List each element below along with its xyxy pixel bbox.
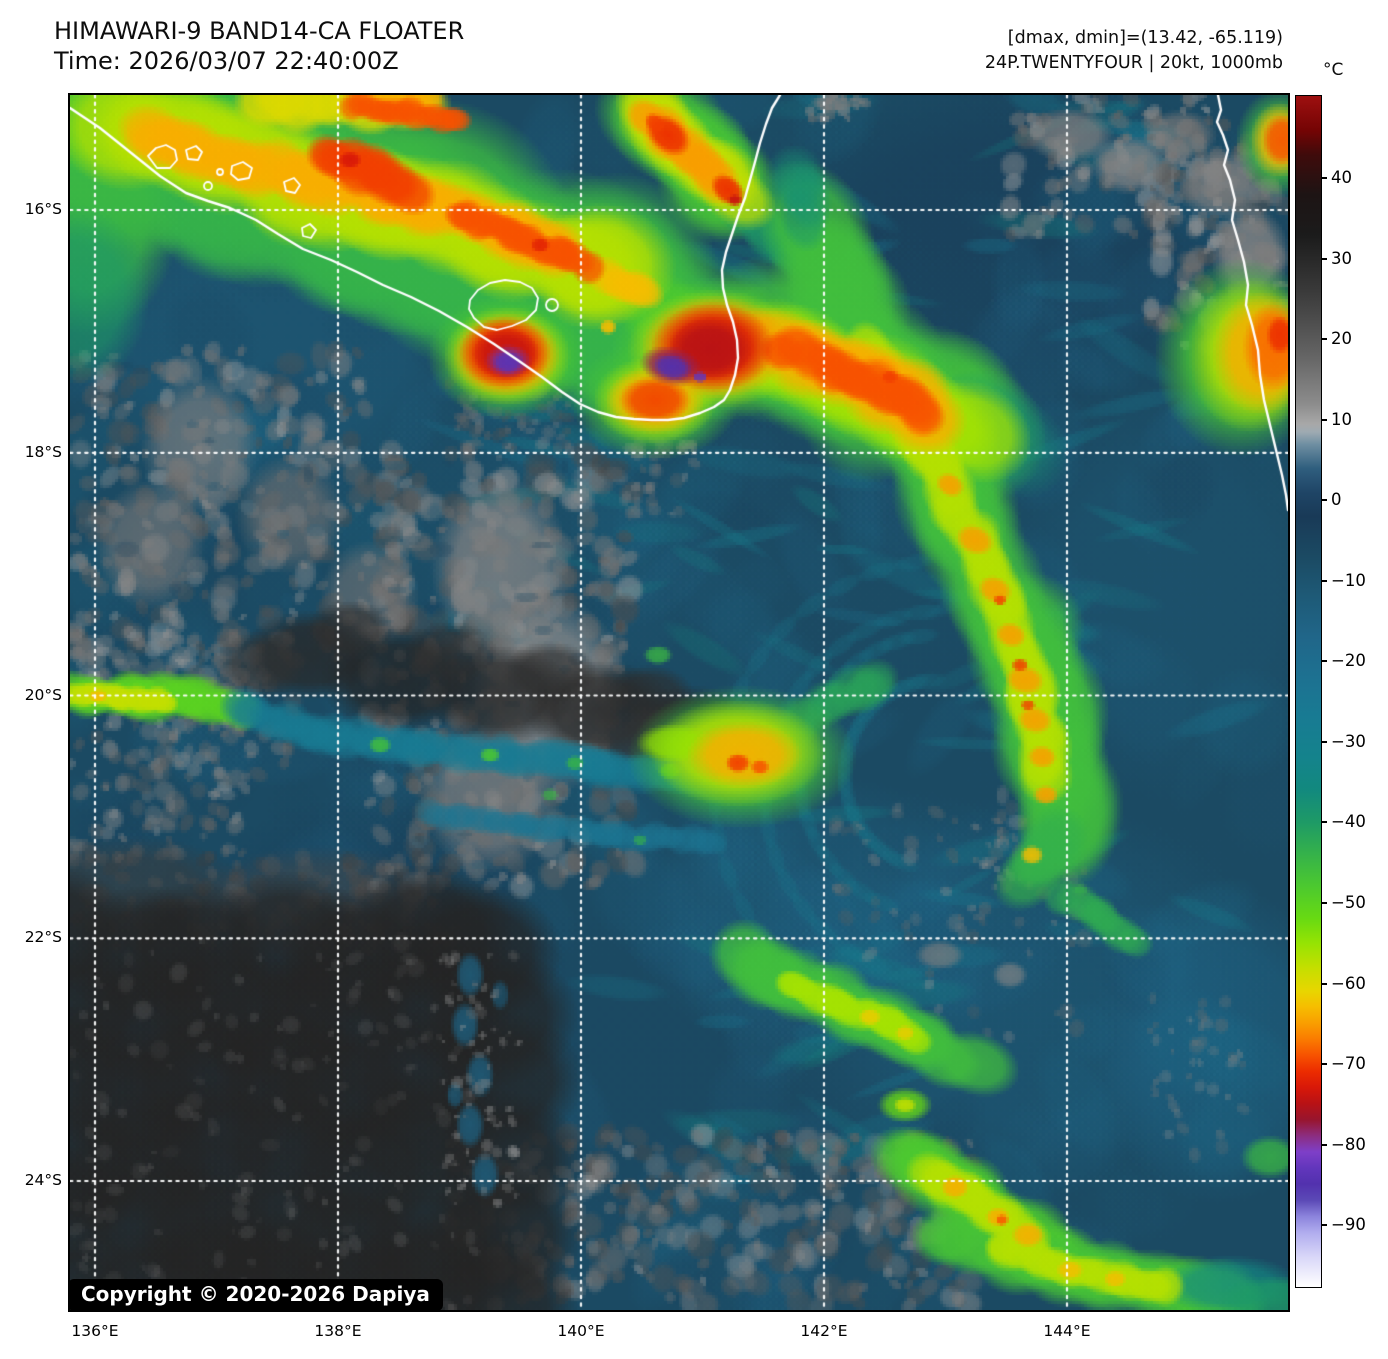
- colorbar-tick-label: 40: [1331, 167, 1352, 187]
- colorbar-tick-label: 20: [1331, 329, 1352, 349]
- dmax-dmin-annotation: [dmax, dmin]=(13.42, -65.119): [1007, 28, 1283, 48]
- colorbar-tick-mark: [1322, 821, 1327, 824]
- colorbar-tick-mark: [1322, 176, 1327, 179]
- colorbar-tick-label: 0: [1331, 490, 1342, 510]
- colorbar-tick-mark: [1322, 338, 1327, 341]
- lon-axis-label: 142°E: [800, 1322, 848, 1340]
- lat-axis-label: 22°S: [24, 928, 62, 947]
- lat-axis-label: 24°S: [24, 1171, 62, 1189]
- colorbar-tick-mark: [1322, 499, 1327, 502]
- colorbar-tick-mark: [1322, 1143, 1327, 1146]
- colorbar-tick-label: −60: [1331, 973, 1366, 993]
- colorbar-tick-mark: [1322, 740, 1327, 743]
- satellite-imagery-canvas: [70, 95, 1288, 1310]
- colorbar-tick-label: −70: [1331, 1054, 1366, 1074]
- colorbar-tick-mark: [1322, 982, 1327, 985]
- lon-axis-label: 140°E: [557, 1322, 605, 1340]
- lat-axis-label: 16°S: [24, 200, 62, 218]
- title-block: HIMAWARI-9 BAND14-CA FLOATER Time: 2026/0…: [54, 16, 464, 76]
- page-title: HIMAWARI-9 BAND14-CA FLOATER: [54, 17, 465, 45]
- lon-axis-label: 138°E: [314, 1322, 362, 1340]
- colorbar-tick-label: −90: [1331, 1215, 1366, 1235]
- colorbar-unit-label: °C: [1323, 60, 1344, 80]
- timestamp: Time: 2026/03/07 22:40:00Z: [54, 47, 399, 75]
- colorbar-tick-label: −50: [1331, 892, 1366, 912]
- annotation-block: [dmax, dmin]=(13.42, -65.119) 24P.TWENTYF…: [985, 26, 1283, 76]
- lon-axis-label: 144°E: [1043, 1322, 1091, 1340]
- colorbar-tick-mark: [1322, 1063, 1327, 1066]
- colorbar-tick-mark: [1322, 418, 1327, 421]
- lon-axis-label: 136°E: [71, 1322, 119, 1340]
- colorbar-tick-label: −20: [1331, 651, 1366, 671]
- colorbar-tick-mark: [1322, 901, 1327, 904]
- storm-id-annotation: 24P.TWENTYFOUR | 20kt, 1000mb: [984, 53, 1283, 73]
- colorbar-tick-mark: [1322, 579, 1327, 582]
- colorbar-tick-label: 30: [1331, 248, 1352, 268]
- colorbar-tick-mark: [1322, 1224, 1327, 1227]
- colorbar: [1295, 95, 1322, 1288]
- colorbar-tick-label: 10: [1331, 409, 1352, 429]
- map-panel: Copyright © 2020-2026 Dapiya: [68, 93, 1290, 1312]
- lat-axis-label: 20°S: [24, 685, 62, 704]
- colorbar-tick-label: −10: [1331, 570, 1366, 590]
- copyright-badge: Copyright © 2020-2026 Dapiya: [68, 1279, 443, 1311]
- colorbar-tick-label: −80: [1331, 1134, 1366, 1154]
- lat-axis-label: 18°S: [24, 442, 62, 461]
- colorbar-tick-mark: [1322, 660, 1327, 663]
- colorbar-tick-label: −30: [1331, 731, 1366, 751]
- colorbar-tick-label: −40: [1331, 812, 1366, 832]
- colorbar-tick-mark: [1322, 257, 1327, 260]
